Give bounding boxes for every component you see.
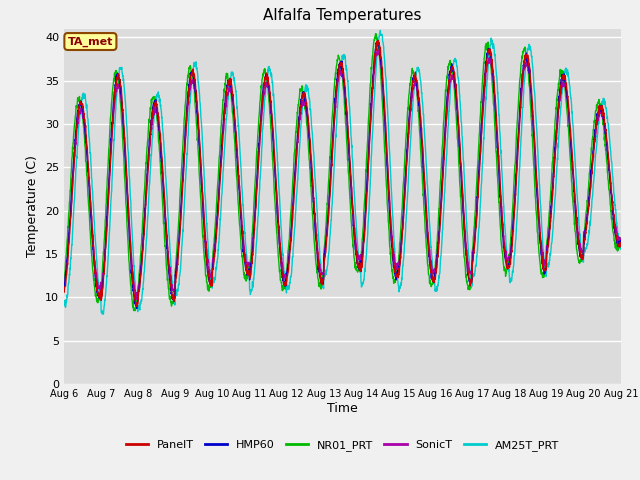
- Text: TA_met: TA_met: [68, 36, 113, 47]
- Y-axis label: Temperature (C): Temperature (C): [26, 156, 40, 257]
- Title: Alfalfa Temperatures: Alfalfa Temperatures: [263, 9, 422, 24]
- Legend: PanelT, HMP60, NR01_PRT, SonicT, AM25T_PRT: PanelT, HMP60, NR01_PRT, SonicT, AM25T_P…: [122, 436, 563, 456]
- X-axis label: Time: Time: [327, 402, 358, 415]
